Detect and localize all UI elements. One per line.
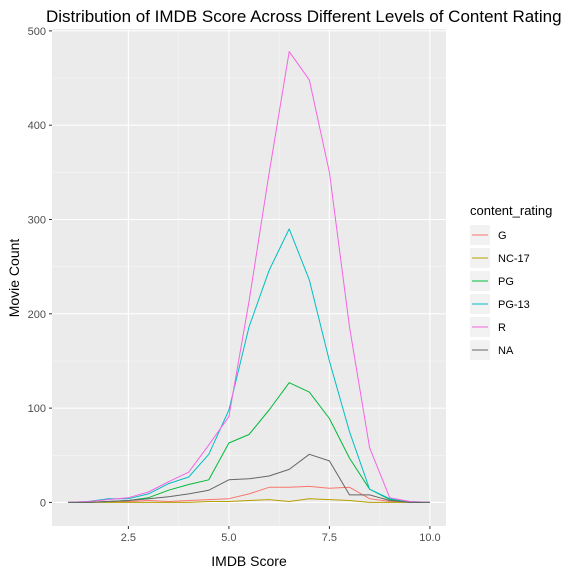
series-line-r: [68, 51, 430, 503]
x-axis-title: IMDB Score: [211, 553, 287, 569]
legend-title: content_rating: [470, 203, 552, 218]
plot-panel: [52, 29, 446, 526]
y-tick-label: 100: [28, 403, 46, 415]
series-lines: [68, 51, 430, 503]
x-tick-label: 5.0: [221, 532, 236, 544]
series-line-nc-17: [68, 498, 430, 503]
legend: content_rating G NC-17 PG PG-13 R NA: [470, 203, 552, 360]
x-tick-label: 2.5: [121, 532, 136, 544]
y-tick-label: 0: [40, 497, 46, 509]
y-tick-label: 500: [28, 26, 46, 38]
y-tick-label: 400: [28, 120, 46, 132]
y-tick-label: 300: [28, 215, 46, 227]
legend-label-nc-17: NC-17: [498, 253, 530, 265]
legend-label-na: NA: [498, 345, 514, 357]
series-line-na: [68, 453, 430, 503]
x-tick-label: 7.5: [322, 532, 337, 544]
axes: 2.5 5.0 7.5 10.0 0 100 200 300 400 500: [28, 26, 441, 544]
legend-label-pg: PG: [498, 276, 514, 288]
series-line-g: [68, 485, 430, 503]
series-line-pg-13: [68, 228, 430, 503]
x-tick-label: 10.0: [419, 532, 440, 544]
legend-label-g: G: [498, 230, 507, 242]
y-tick-label: 200: [28, 309, 46, 321]
legend-label-r: R: [498, 322, 506, 334]
y-axis-title: Movie Count: [6, 239, 22, 318]
legend-label-pg-13: PG-13: [498, 299, 530, 311]
chart-title: Distribution of IMDB Score Across Differ…: [46, 7, 562, 26]
